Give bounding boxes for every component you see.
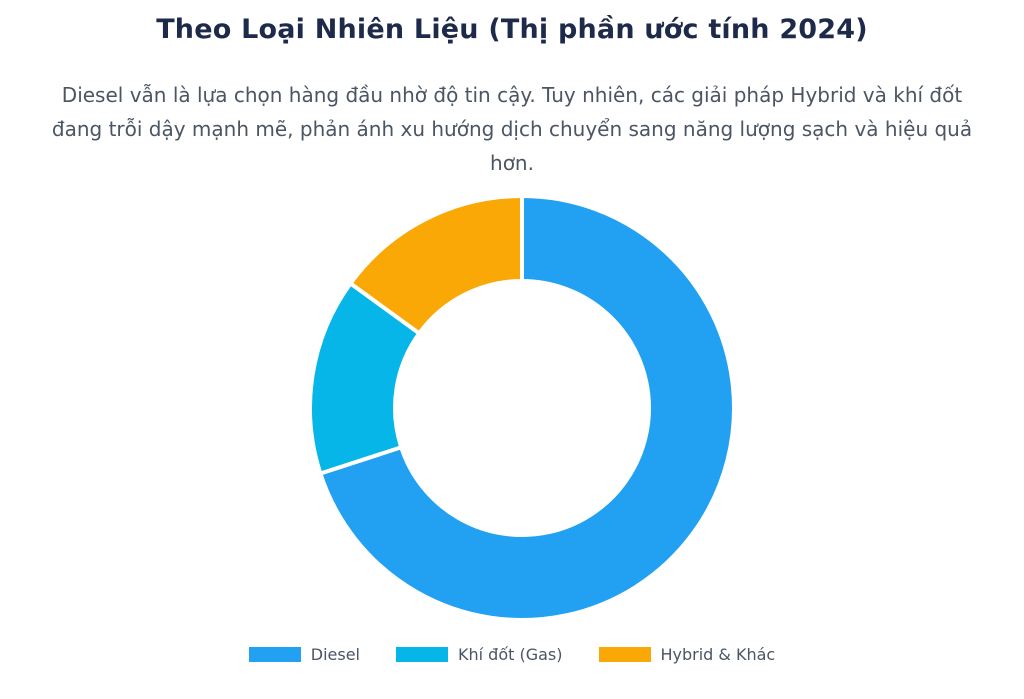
legend-swatch-diesel [248, 647, 301, 662]
legend-label-gas: Khí đốt (Gas) [458, 645, 563, 664]
legend-label-diesel: Diesel [310, 645, 360, 664]
legend-label-hybrid: Hybrid & Khác [660, 645, 776, 664]
chart-subtitle: Diesel vẫn là lựa chọn hàng đầu nhờ độ t… [51, 83, 973, 175]
legend-item-hybrid[interactable]: Hybrid & Khác [598, 645, 776, 664]
legend-swatch-hybrid [598, 647, 651, 662]
donut-slice-diesel[interactable] [317, 193, 736, 622]
legend-item-gas[interactable]: Khí đốt (Gas) [396, 645, 563, 664]
legend-swatch-gas [396, 647, 448, 662]
legend-item-diesel[interactable]: Diesel [248, 645, 360, 664]
chart-title: Theo Loại Nhiên Liệu (Thị phần ước tính … [156, 14, 868, 45]
legend: Diesel Khí đốt (Gas) Hybrid & Khác [0, 645, 1024, 664]
donut-slice-hybrid[interactable] [347, 193, 524, 337]
